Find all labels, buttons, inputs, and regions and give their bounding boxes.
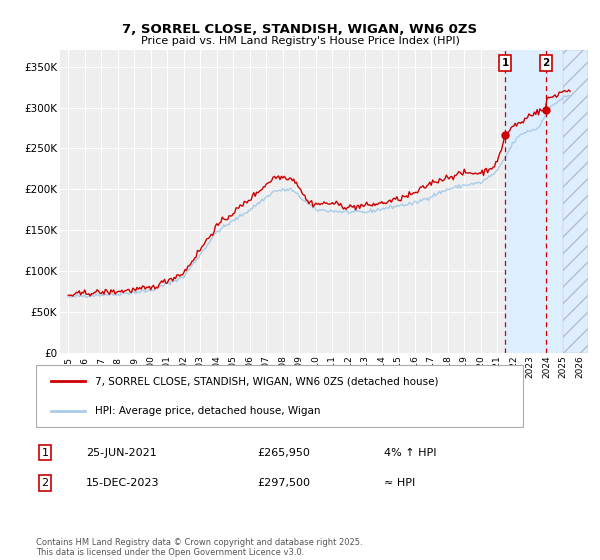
- Text: 1: 1: [502, 58, 509, 68]
- Text: 1: 1: [41, 447, 49, 458]
- Bar: [505, 50, 563, 353]
- FancyBboxPatch shape: [36, 365, 523, 427]
- Bar: [563, 50, 588, 353]
- Text: 25-JUN-2021: 25-JUN-2021: [86, 447, 157, 458]
- Text: 7, SORREL CLOSE, STANDISH, WIGAN, WN6 0ZS: 7, SORREL CLOSE, STANDISH, WIGAN, WN6 0Z…: [122, 24, 478, 36]
- Text: 2: 2: [41, 478, 49, 488]
- Text: £265,950: £265,950: [257, 447, 310, 458]
- Text: HPI: Average price, detached house, Wigan: HPI: Average price, detached house, Wiga…: [95, 406, 320, 416]
- Text: 4% ↑ HPI: 4% ↑ HPI: [384, 447, 436, 458]
- Text: £297,500: £297,500: [257, 478, 310, 488]
- Text: 15-DEC-2023: 15-DEC-2023: [86, 478, 159, 488]
- Text: 7, SORREL CLOSE, STANDISH, WIGAN, WN6 0ZS (detached house): 7, SORREL CLOSE, STANDISH, WIGAN, WN6 0Z…: [95, 376, 439, 386]
- Text: ≈ HPI: ≈ HPI: [384, 478, 415, 488]
- Text: Contains HM Land Registry data © Crown copyright and database right 2025.
This d: Contains HM Land Registry data © Crown c…: [36, 538, 362, 557]
- Text: Price paid vs. HM Land Registry's House Price Index (HPI): Price paid vs. HM Land Registry's House …: [140, 36, 460, 46]
- Text: 2: 2: [542, 58, 550, 68]
